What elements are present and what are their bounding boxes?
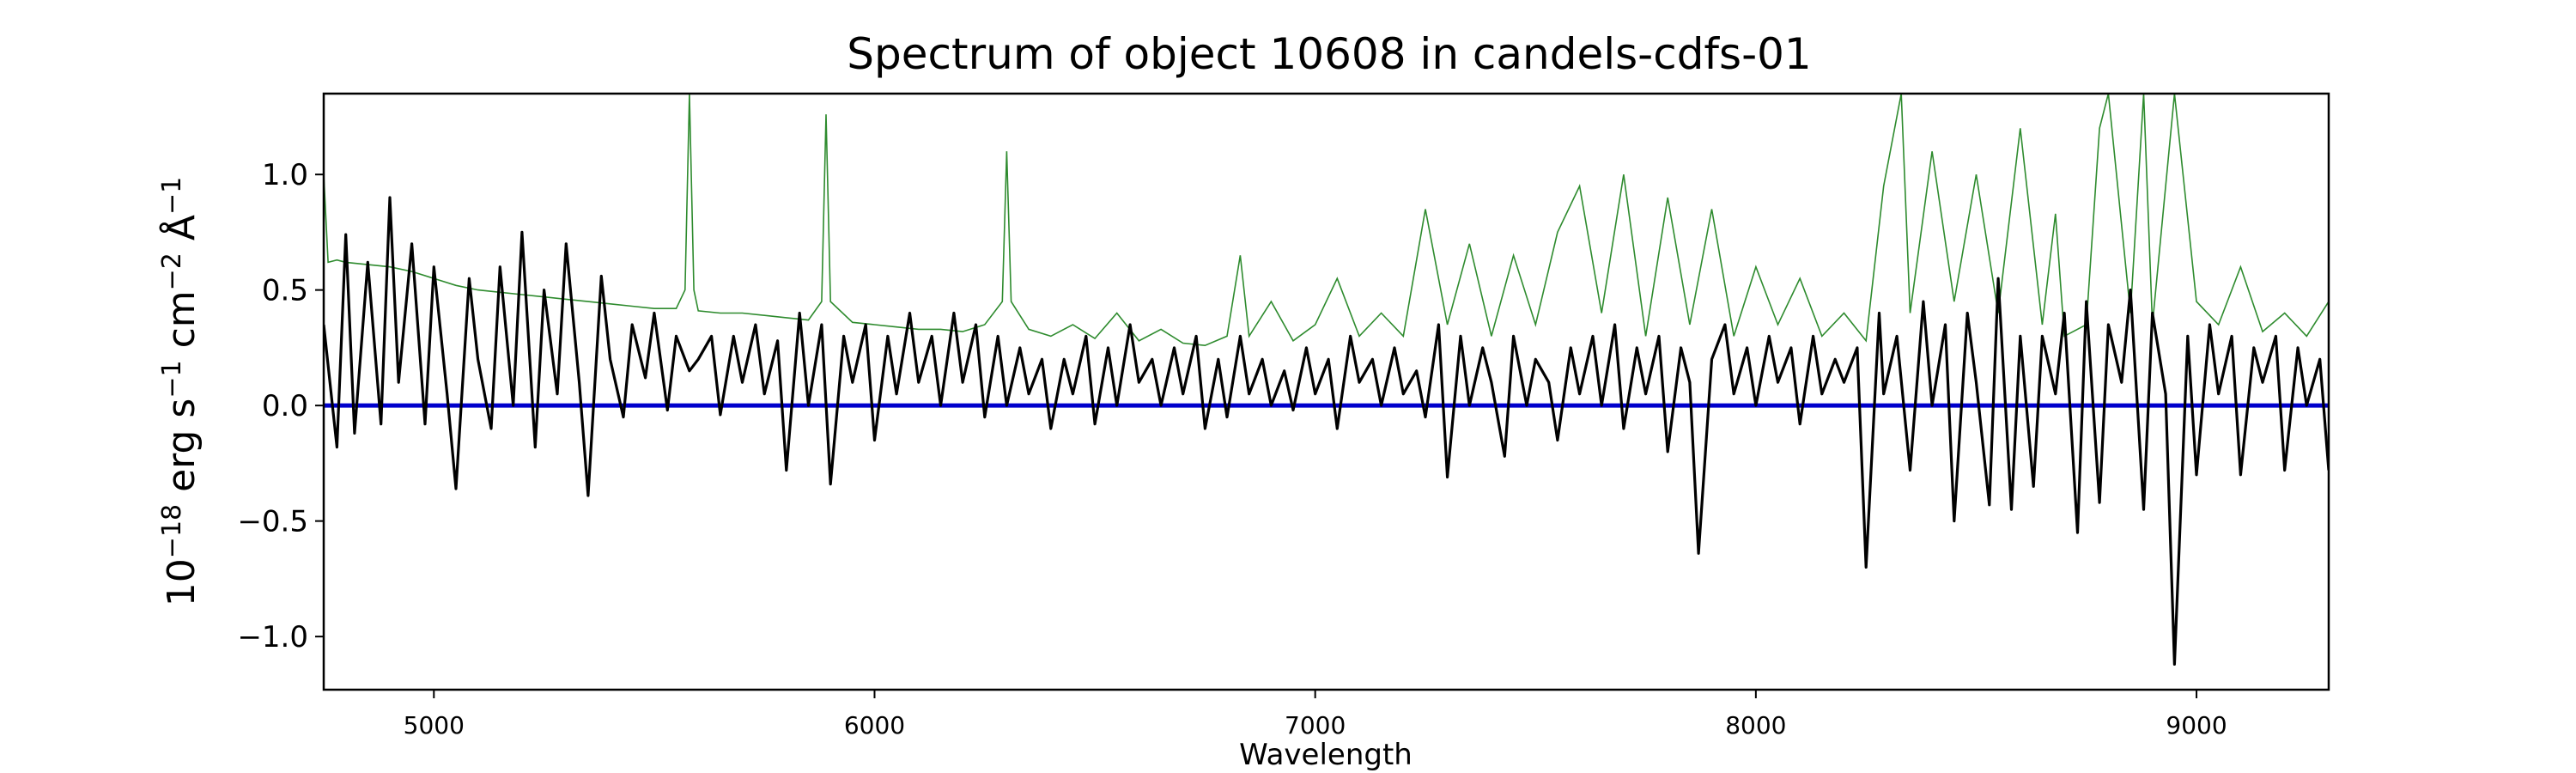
x-tick-label: 5000 <box>404 711 465 740</box>
y-tick-label: −1.0 <box>237 620 308 654</box>
chart-title: Spectrum of object 10608 in candels-cdfs… <box>847 29 1812 79</box>
x-axis-label: Wavelength <box>1239 738 1413 772</box>
y-axis: 1.0 0.5 0.0 −0.5 −1.0 <box>237 158 324 654</box>
plot-area <box>324 94 2329 666</box>
x-tick-label: 7000 <box>1285 711 1346 740</box>
x-tick-label: 9000 <box>2166 711 2227 740</box>
y-tick-label: 0.0 <box>262 389 308 423</box>
y-axis-label: 10−18 erg s−1 cm−2 Å−1 <box>157 177 204 606</box>
error-series-line <box>324 94 2329 347</box>
flux-series-line <box>324 196 2329 666</box>
y-tick-label: 1.0 <box>262 158 308 192</box>
plot-frame <box>322 92 2330 691</box>
x-axis: 5000 6000 7000 8000 9000 <box>404 690 2227 740</box>
y-tick-label: −0.5 <box>237 505 308 539</box>
y-tick-label: 0.5 <box>262 274 308 308</box>
x-tick-label: 6000 <box>844 711 905 740</box>
x-tick-label: 8000 <box>1725 711 1786 740</box>
